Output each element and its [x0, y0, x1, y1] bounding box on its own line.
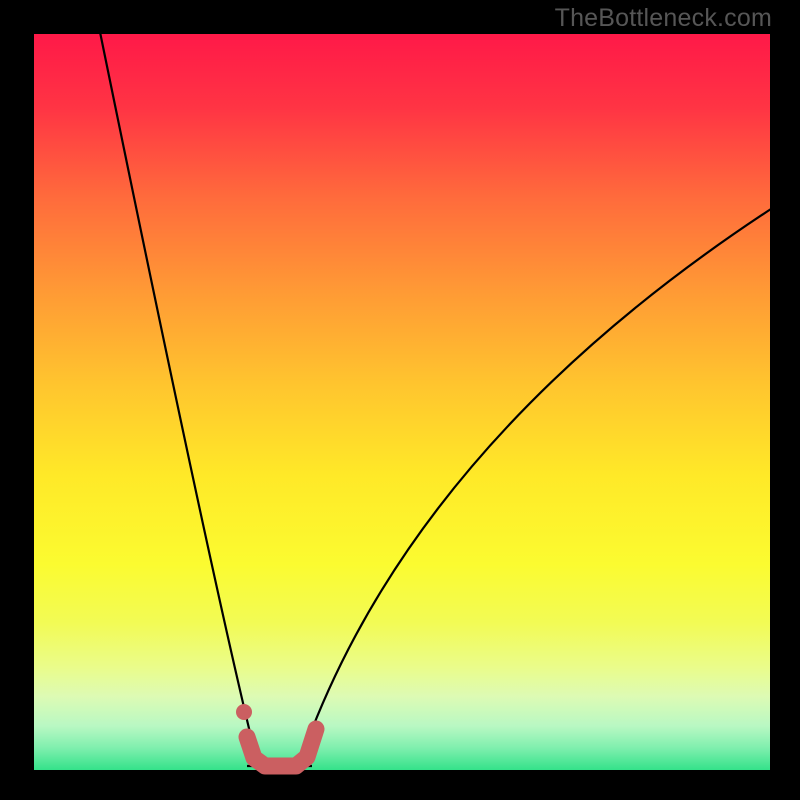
watermark-text: TheBottleneck.com	[555, 4, 772, 33]
chart-gradient-background	[34, 34, 770, 770]
